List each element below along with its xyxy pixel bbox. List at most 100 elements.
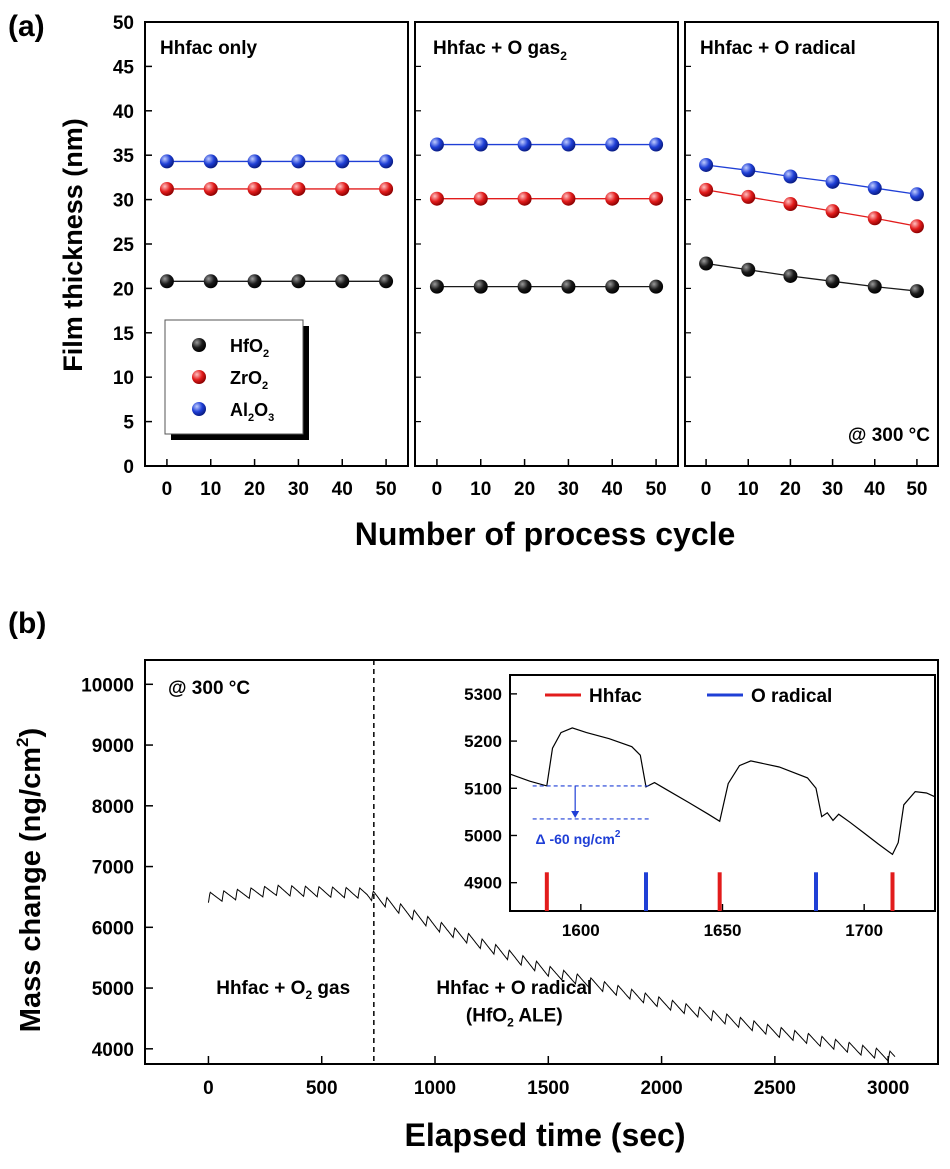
region-label-text: (HfO bbox=[466, 1005, 507, 1026]
legend-text: ZrO bbox=[230, 368, 262, 388]
x-tick-label: 30 bbox=[288, 479, 309, 500]
data-point-zro2 bbox=[379, 181, 394, 196]
inset-legend-label: O radical bbox=[751, 686, 832, 707]
region-label: Hhfac + O2 gas bbox=[216, 978, 350, 1002]
data-point-zro2 bbox=[429, 191, 444, 206]
x-tick-label: 2000 bbox=[640, 1078, 682, 1099]
panel-hhfac-only: Hhfac only 0 5 10 15 20 25 30 35 40 45 50 0 10 20 30 4… bbox=[113, 13, 409, 500]
data-point-al2o3 bbox=[909, 187, 924, 202]
data-point-zro2 bbox=[159, 181, 174, 196]
data-point-hfo2 bbox=[517, 279, 532, 294]
region-label: Hhfac + O radical bbox=[436, 978, 592, 999]
x-tick-label: 10 bbox=[738, 479, 759, 500]
region-labels: Hhfac + O2 gas Hhfac + O radical (HfO2 ALE… bbox=[216, 978, 592, 1029]
data-point-zro2 bbox=[909, 219, 924, 234]
x-axis-ticks-b: 0 500 1000 1500 2000 2500 3000 bbox=[203, 1056, 909, 1099]
legend-label: ZrO2 bbox=[230, 368, 268, 392]
delta-label: Δ -60 ng/cm2 bbox=[536, 829, 621, 847]
data-point-al2o3 bbox=[867, 181, 882, 196]
region-label-text: ALE) bbox=[514, 1005, 563, 1026]
inset-y-ticks: 4900 5000 5100 5200 5300 bbox=[464, 685, 517, 893]
legend-marker bbox=[192, 402, 206, 416]
inset-x-ticks: 1600 1650 1700 bbox=[562, 904, 883, 940]
data-point-zro2 bbox=[247, 181, 262, 196]
panel-title: Hhfac only bbox=[160, 38, 258, 59]
inset-y-tick-label: 5200 bbox=[464, 732, 502, 751]
panel-a-label: (a) bbox=[8, 10, 45, 43]
data-point-al2o3 bbox=[517, 137, 532, 152]
plot-frame bbox=[144, 659, 939, 1065]
data-point-zro2 bbox=[561, 191, 576, 206]
inset-legend-label: Hhfac bbox=[589, 686, 642, 707]
panel-hhfac-o-radical: Hhfac + O radical 0 10 20 30 40 50 @ 300 °C bbox=[684, 21, 939, 500]
series-group bbox=[699, 157, 924, 299]
data-point-zro2 bbox=[867, 211, 882, 226]
data-point-hfo2 bbox=[909, 284, 924, 299]
inset-y-tick-label: 5100 bbox=[464, 779, 502, 798]
data-point-al2o3 bbox=[247, 154, 262, 169]
data-point-al2o3 bbox=[379, 154, 394, 169]
x-tick-label: 10 bbox=[200, 479, 221, 500]
x-tick-label: 40 bbox=[332, 479, 353, 500]
data-point-hfo2 bbox=[561, 279, 576, 294]
data-point-hfo2 bbox=[825, 274, 840, 289]
legend-text: O bbox=[254, 400, 268, 420]
series-group bbox=[429, 137, 664, 294]
y-tick-label: 40 bbox=[113, 102, 134, 123]
region-label: (HfO2 ALE) bbox=[466, 1005, 563, 1029]
data-point-zro2 bbox=[291, 181, 306, 196]
x-tick-label: 500 bbox=[306, 1078, 338, 1099]
x-tick-label: 3000 bbox=[867, 1078, 909, 1099]
x-tick-label: 30 bbox=[558, 479, 579, 500]
series-group bbox=[159, 154, 394, 289]
x-tick-label: 1500 bbox=[527, 1078, 569, 1099]
x-tick-label: 0 bbox=[701, 479, 712, 500]
data-point-hfo2 bbox=[203, 274, 218, 289]
y-tick-label: 9000 bbox=[92, 736, 134, 757]
data-point-hfo2 bbox=[379, 274, 394, 289]
panel-title: Hhfac + O radical bbox=[700, 38, 856, 59]
panel-title-sub: 2 bbox=[560, 49, 567, 63]
panel-hhfac-o2-gas: Hhfac + O gas2 0 10 20 30 40 50 bbox=[414, 21, 679, 500]
data-point-zro2 bbox=[335, 181, 350, 196]
delta-annotation: Δ -60 ng/cm2 bbox=[532, 785, 649, 847]
fit-line bbox=[705, 262, 917, 292]
y-tick-label: 35 bbox=[113, 146, 135, 167]
panel-title-main: Hhfac + O gas bbox=[433, 38, 560, 59]
panel-title: Hhfac + O gas2 bbox=[433, 38, 567, 63]
data-point-hfo2 bbox=[291, 274, 306, 289]
x-axis-label-a: Number of process cycle bbox=[355, 516, 736, 552]
data-point-zro2 bbox=[649, 191, 664, 206]
plot-frame bbox=[684, 21, 939, 467]
y-axis-label-a: Film thickness (nm) bbox=[58, 118, 88, 372]
x-tick-label: 40 bbox=[864, 479, 885, 500]
inset-x-tick-label: 1700 bbox=[845, 921, 883, 940]
data-point-al2o3 bbox=[825, 174, 840, 189]
inset-frame bbox=[509, 674, 936, 912]
inset-x-tick-label: 1650 bbox=[704, 921, 742, 940]
y-tick-label: 8000 bbox=[92, 797, 134, 818]
x-axis-label-b: Elapsed time (sec) bbox=[405, 1117, 686, 1153]
inset-trace bbox=[509, 727, 936, 856]
pulse-markers bbox=[544, 872, 895, 911]
data-point-al2o3 bbox=[473, 137, 488, 152]
data-point-al2o3 bbox=[649, 137, 664, 152]
region-label-text: Hhfac + O bbox=[216, 978, 305, 999]
data-point-al2o3 bbox=[429, 137, 444, 152]
y-axis-ticks-b: 4000 5000 6000 7000 8000 9000 10000 bbox=[81, 675, 153, 1061]
data-point-zro2 bbox=[605, 191, 620, 206]
x-tick-label: 20 bbox=[244, 479, 265, 500]
legend-sub: 2 bbox=[263, 348, 269, 360]
inset-x-tick-label: 1600 bbox=[562, 921, 600, 940]
data-point-al2o3 bbox=[335, 154, 350, 169]
inset-y-tick-label: 4900 bbox=[464, 874, 502, 893]
data-point-al2o3 bbox=[699, 157, 714, 172]
y-tick-label: 50 bbox=[113, 13, 134, 34]
y-tick-label: 7000 bbox=[92, 858, 134, 879]
data-point-hfo2 bbox=[605, 279, 620, 294]
delta-arrow-head bbox=[571, 810, 580, 818]
y-axis-label-sup: 2 bbox=[13, 737, 32, 746]
data-point-hfo2 bbox=[783, 268, 798, 283]
inset-legend: Hhfac O radical bbox=[545, 686, 832, 707]
